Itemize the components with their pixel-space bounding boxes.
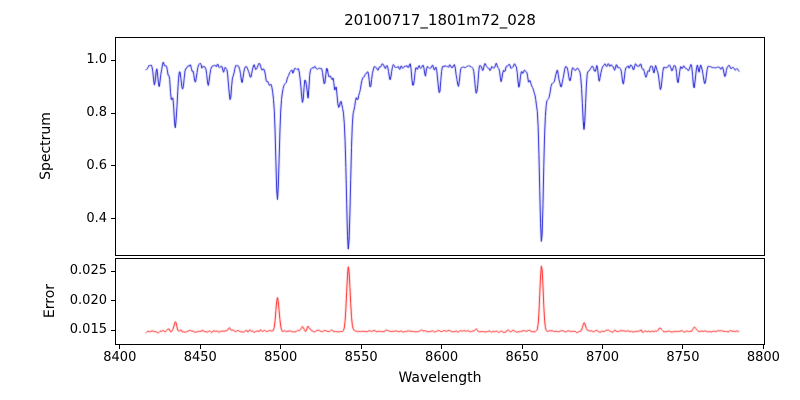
x-tick-mark [602,345,603,349]
x-tick-label: 8650 [505,350,539,365]
y-tick-label: 0.025 [69,263,107,279]
x-tick-mark [199,345,201,349]
x-tick-mark [360,345,362,349]
y-tick-mark [111,329,115,331]
x-tick-mark [441,345,443,349]
y-tick-mark [111,300,115,302]
spectrum-y-axis-label: Spectrum [38,112,54,180]
error-y-axis-label: Error [42,283,58,319]
y-tick-label: 1.0 [86,52,107,68]
y-tick-label: 0.020 [69,292,107,308]
y-tick-mark [111,112,115,114]
x-tick-label: 8550 [344,350,378,365]
y-tick-label: 0.015 [69,322,107,338]
x-tick-label: 8800 [746,350,780,365]
y-tick-label: 0.6 [86,157,107,173]
x-tick-label: 8500 [264,350,298,365]
x-tick-mark [280,345,282,349]
chart-title: 20100717_1801m72_028 [344,11,536,29]
x-tick-mark [119,345,121,349]
x-tick-label: 8600 [425,350,459,365]
y-tick-mark [111,165,115,167]
x-tick-label: 8700 [585,350,620,365]
x-tick-label: 8400 [103,350,137,365]
y-tick-label: 0.4 [86,210,107,226]
y-tick-mark [111,270,115,272]
x-tick-label: 8450 [183,350,217,365]
error-line-canvas [115,258,765,345]
x-tick-mark [762,345,764,349]
y-tick-mark [111,59,115,61]
x-tick-label: 8750 [666,350,700,365]
x-tick-mark [682,345,684,349]
y-tick-mark [111,218,115,220]
x-axis-label: Wavelength [398,370,482,386]
x-tick-mark [521,345,523,349]
spectrum-line-canvas [115,37,765,256]
y-tick-label: 0.8 [86,105,107,120]
